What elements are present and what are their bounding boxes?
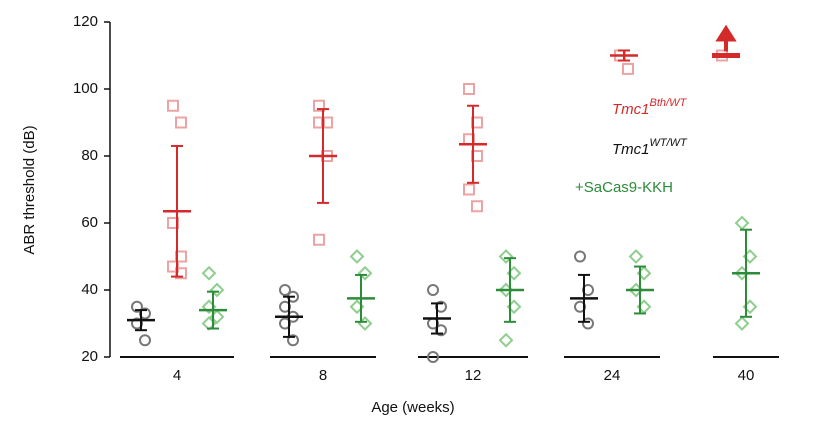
data-point	[582, 317, 594, 330]
x-axis-label: Age (weeks)	[371, 399, 454, 416]
y-tick-label: 40	[81, 281, 98, 298]
data-point	[175, 116, 187, 129]
x-tick-label: 24	[604, 367, 621, 384]
data-point	[201, 265, 217, 281]
data-point	[734, 215, 750, 231]
data-point	[498, 332, 514, 348]
y-tick-label: 20	[81, 348, 98, 365]
data-point	[471, 200, 483, 213]
data-point	[313, 99, 325, 112]
y-tick-label: 120	[73, 13, 98, 30]
x-tick-label: 4	[173, 367, 181, 384]
data-point	[349, 249, 365, 264]
data-point	[139, 334, 151, 347]
legend-entry: +SaCas9-KKH	[575, 179, 673, 196]
data-point	[622, 62, 634, 75]
x-tick-label: 8	[319, 367, 327, 384]
data-point	[734, 316, 750, 331]
data-point	[279, 284, 291, 296]
data-point	[287, 334, 299, 347]
data-point	[313, 233, 325, 246]
legend-entry: Tmc1WT/WT	[612, 137, 688, 158]
data-point	[131, 300, 143, 313]
legend-genotype: WT/WT	[650, 137, 689, 149]
data-point	[628, 249, 644, 264]
data-point	[427, 284, 439, 296]
y-tick-label: 80	[81, 147, 98, 164]
legend-name: Tmc1	[612, 141, 650, 158]
data-point	[463, 183, 475, 196]
x-tick-label: 12	[465, 367, 482, 384]
legend-name: +SaCas9-KKH	[575, 179, 673, 196]
data-point	[463, 83, 475, 95]
legend-genotype: Bth/WT	[650, 97, 688, 109]
data-point	[357, 265, 373, 281]
legend-entry: Tmc1Bth/WT	[612, 97, 687, 118]
y-tick-label: 60	[81, 214, 98, 231]
y-axis-label: ABR threshold (dB)	[21, 125, 38, 254]
data-point	[498, 249, 514, 264]
data-point	[427, 351, 439, 363]
x-tick-label: 40	[738, 367, 755, 384]
data-point	[167, 99, 179, 112]
data-point	[209, 282, 225, 298]
legend-name: Tmc1	[612, 101, 650, 118]
y-tick-label: 100	[73, 80, 98, 97]
data-point	[574, 250, 586, 263]
no-response-arrow	[715, 24, 737, 52]
